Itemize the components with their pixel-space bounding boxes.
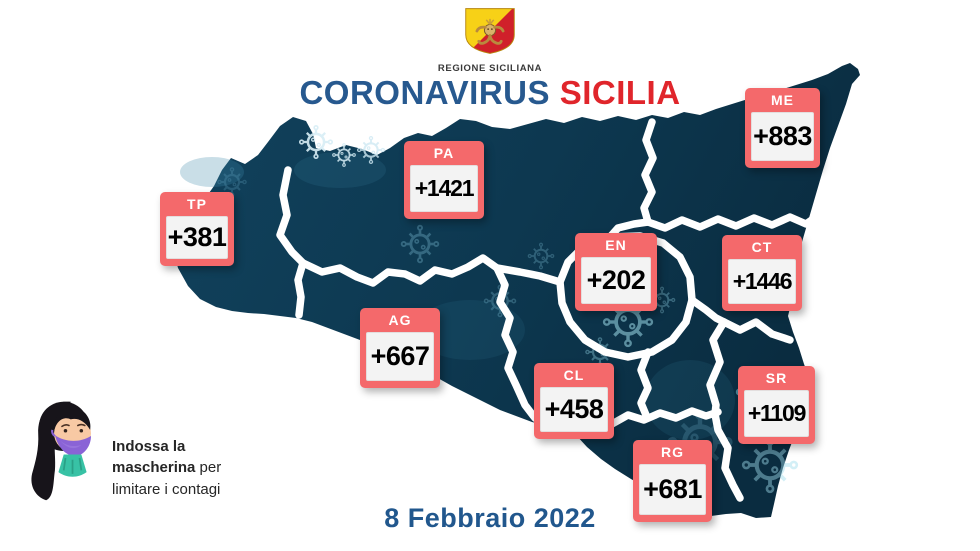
region-logo: REGIONE SICILIANA bbox=[0, 6, 980, 74]
province-label-en: EN +202 bbox=[575, 233, 657, 311]
title-space bbox=[550, 74, 560, 111]
province-code: EN bbox=[605, 237, 627, 253]
province-value: +681 bbox=[639, 464, 706, 515]
province-value: +202 bbox=[581, 257, 651, 304]
province-code: AG bbox=[388, 312, 412, 328]
province-value: +381 bbox=[166, 216, 228, 259]
province-label-me: ME +883 bbox=[745, 88, 820, 168]
title-sicilia: SICILIA bbox=[559, 74, 681, 111]
province-value: +1446 bbox=[728, 259, 796, 304]
province-value: +1421 bbox=[410, 165, 478, 212]
masked-woman-illustration bbox=[31, 401, 91, 501]
province-label-tp: TP +381 bbox=[160, 192, 234, 266]
logo-caption: REGIONE SICILIANA bbox=[437, 63, 543, 74]
report-date: 8 Febbraio 2022 bbox=[384, 503, 596, 533]
province-label-ct: CT +1446 bbox=[722, 235, 802, 311]
mask-notice-regular: per limitare i contagi bbox=[112, 459, 222, 498]
sicily-landmass bbox=[173, 63, 860, 518]
province-label-cl: CL +458 bbox=[534, 363, 614, 439]
trinacria-shield-icon bbox=[465, 8, 515, 54]
province-code: SR bbox=[765, 370, 788, 386]
mask-notice-bold: Indossa la mascherina bbox=[112, 438, 196, 477]
province-label-pa: PA +1421 bbox=[404, 141, 484, 219]
title-coronavirus: CORONAVIRUS bbox=[299, 74, 551, 111]
page-title: CORONAVIRUS SICILIA bbox=[0, 74, 980, 112]
province-code: PA bbox=[433, 145, 455, 161]
province-value: +883 bbox=[751, 112, 814, 161]
province-code: CL bbox=[563, 367, 585, 383]
province-code: CT bbox=[751, 239, 773, 255]
province-value: +458 bbox=[540, 387, 608, 432]
province-code: TP bbox=[187, 196, 207, 212]
province-code: RG bbox=[661, 444, 684, 460]
province-label-ag: AG +667 bbox=[360, 308, 440, 388]
trinacria-icon bbox=[475, 18, 505, 45]
province-label-rg: RG +681 bbox=[633, 440, 712, 522]
province-value: +667 bbox=[366, 332, 434, 381]
province-label-sr: SR +1109 bbox=[738, 366, 815, 444]
province-value: +1109 bbox=[744, 390, 809, 437]
province-code: ME bbox=[771, 92, 794, 108]
mask-notice-text: Indossa la mascherina per limitare i con… bbox=[112, 436, 264, 500]
